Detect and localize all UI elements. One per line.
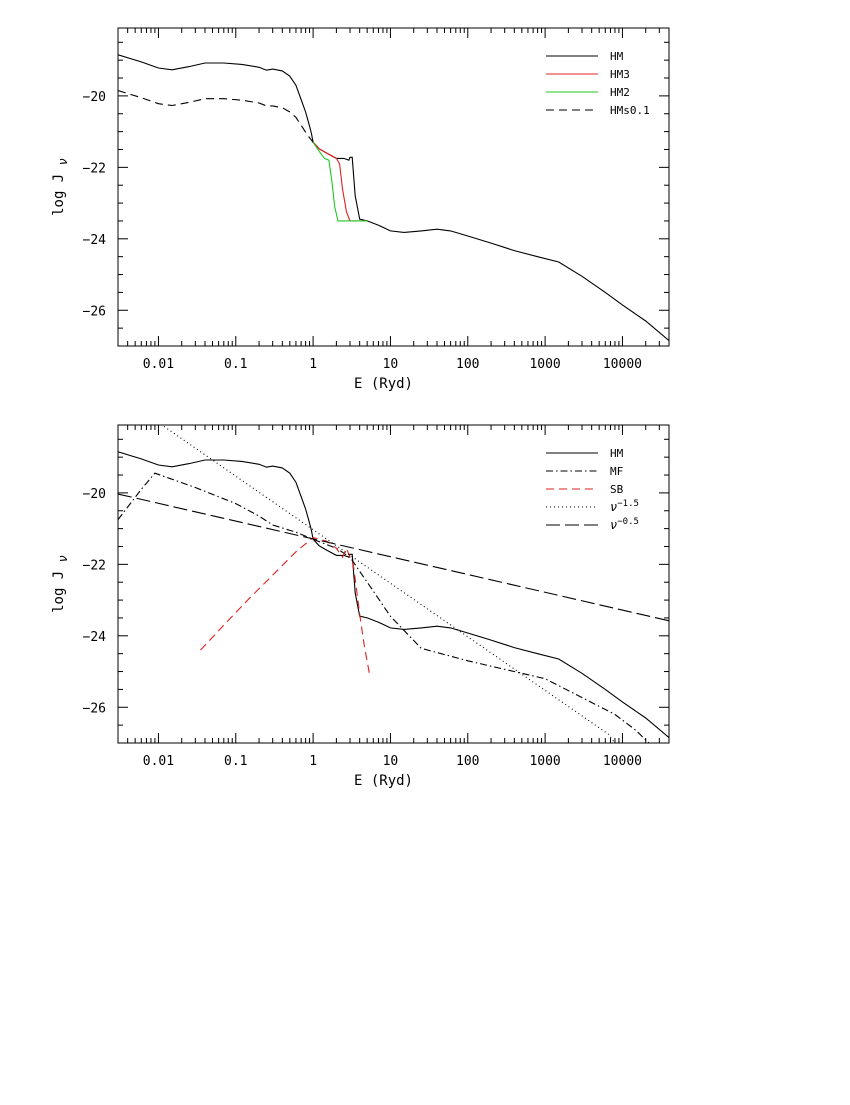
- chart-panel-bottom: 0.01 0.1 1 10 100 1000 10000 −20 −22 −24 −26 E (Ryd…: [51, 424, 670, 789]
- x-tick-label: 1: [309, 754, 317, 769]
- series-line-3: [118, 89, 314, 143]
- series-lines: [118, 425, 669, 743]
- x-tick-label: 0.01: [143, 754, 174, 769]
- legend-label: ν−1.5: [610, 499, 639, 514]
- y-tick-label: −20: [83, 487, 106, 502]
- tick-marks: [117, 425, 670, 744]
- x-tick-label: 0.01: [143, 357, 174, 372]
- x-tick-label: 0.1: [224, 754, 247, 769]
- x-tick-label: 1000: [529, 357, 560, 372]
- y-tick-label: −20: [83, 90, 106, 105]
- y-tick-label: −22: [83, 161, 106, 176]
- legend-label: ν−0.5: [610, 517, 639, 532]
- legend-label: HMs0.1: [610, 104, 650, 117]
- x-tick-label: 100: [456, 754, 479, 769]
- series-line-2: [312, 141, 368, 222]
- legend: HM MF SB ν−1.5 ν−0.5: [546, 447, 639, 532]
- y-tick-label: −26: [83, 304, 106, 319]
- y-axis-title: log J ν: [51, 158, 70, 216]
- y-tick-label: −24: [83, 233, 107, 248]
- x-tick-label: 10: [383, 754, 399, 769]
- y-axis-title: log J ν: [51, 555, 70, 613]
- series-line-1: [118, 472, 650, 743]
- x-axis-title: E (Ryd): [354, 376, 413, 392]
- chart-panel-top: 0.01 0.1 1 10 100 1000 10000 −20 −22 −24 −26 E (Ryd…: [51, 27, 670, 392]
- series-lines: [118, 54, 669, 342]
- svg-text:log J ν: log J ν: [51, 158, 70, 216]
- x-tick-label: 100: [456, 357, 479, 372]
- y-tick-label: −22: [83, 558, 106, 573]
- legend: HM HM3 HM2 HMs0.1: [546, 50, 650, 117]
- y-tick-label: −26: [83, 701, 106, 716]
- tick-marks: [117, 28, 670, 347]
- series-line-4: [118, 493, 669, 622]
- x-axis-title: E (Ryd): [354, 773, 413, 789]
- x-tick-label: 0.1: [224, 357, 247, 372]
- legend-label: HM: [610, 50, 624, 63]
- legend-label: SB: [610, 483, 624, 496]
- x-tick-label: 10000: [603, 754, 642, 769]
- x-tick-label: 10000: [603, 357, 642, 372]
- legend-label: HM: [610, 447, 624, 460]
- plot-frame: [117, 424, 670, 744]
- svg-text:log J ν: log J ν: [51, 555, 70, 613]
- x-tick-label: 10: [383, 357, 399, 372]
- legend-label: MF: [610, 465, 623, 478]
- series-line-2: [200, 536, 371, 676]
- series-line-0: [118, 451, 669, 739]
- series-line-0: [118, 54, 669, 342]
- legend-label: HM2: [610, 86, 630, 99]
- y-tick-label: −24: [83, 630, 107, 645]
- plot-frame: [117, 27, 670, 347]
- series-line-3: [160, 425, 616, 743]
- x-tick-label: 1: [309, 357, 317, 372]
- x-tick-label: 1000: [529, 754, 560, 769]
- legend-label: HM3: [610, 68, 630, 81]
